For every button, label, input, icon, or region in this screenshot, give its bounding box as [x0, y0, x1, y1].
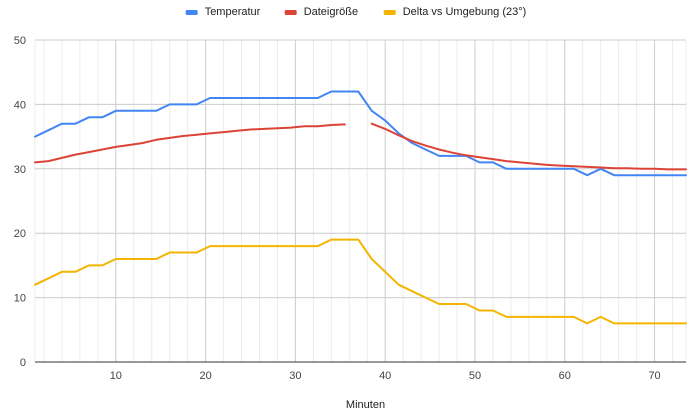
- series-line-2-segment-2: [370, 122, 687, 171]
- y-tick-label: 50: [14, 35, 26, 47]
- legend-swatch-3: [383, 10, 396, 15]
- y-tick-label: 0: [20, 357, 26, 369]
- y-tick-label: 30: [14, 164, 26, 176]
- legend-label-2: Dateigröße: [304, 6, 358, 18]
- x-tick-label: 70: [648, 370, 660, 382]
- x-axis-title: Minuten: [346, 399, 385, 411]
- legend-label-1: Temperatur: [205, 6, 261, 18]
- legend-label-3: Delta vs Umgebung (23°): [403, 6, 527, 18]
- legend: Temperatur Dateigröße Delta vs Umgebung (2…: [185, 6, 527, 18]
- x-tick-label: 30: [289, 370, 301, 382]
- x-tick-label: 20: [199, 370, 211, 382]
- series-line-2-segment-1: [34, 123, 346, 164]
- legend-swatch-1: [185, 10, 198, 15]
- x-tick-label: 60: [559, 370, 571, 382]
- y-axis-tick-labels: 0 10 20 30 40 50: [14, 35, 26, 369]
- x-tick-label: 40: [379, 370, 391, 382]
- series-line-1: [34, 90, 687, 177]
- x-tick-label: 50: [469, 370, 481, 382]
- legend-swatch-2: [284, 10, 297, 15]
- major-gridlines: [35, 39, 686, 362]
- y-tick-label: 40: [14, 99, 26, 111]
- series-lines: [34, 90, 687, 325]
- y-tick-label: 10: [14, 293, 26, 305]
- y-tick-label: 20: [14, 228, 26, 240]
- series-line-3: [34, 238, 687, 325]
- x-tick-label: 10: [110, 370, 122, 382]
- x-axis-tick-labels: 10 20 30 40 50 60 70: [110, 370, 661, 382]
- minor-gridlines: [34, 40, 687, 362]
